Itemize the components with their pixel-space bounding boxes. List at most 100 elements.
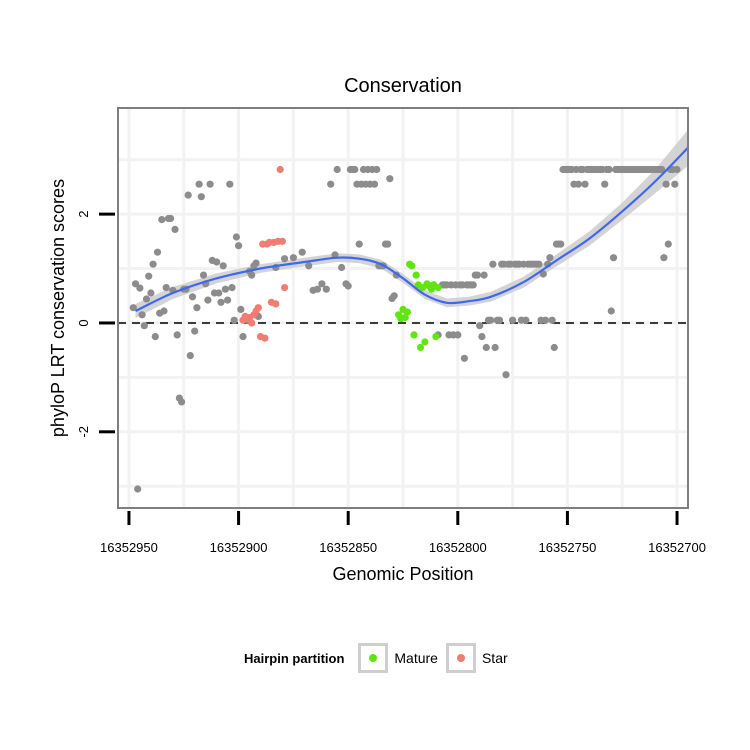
data-point-star: [278, 237, 286, 245]
data-point-other: [550, 343, 558, 352]
data-point-other: [298, 248, 306, 256]
y-tick-label: 2: [76, 210, 91, 217]
data-point-other: [522, 316, 530, 324]
data-point-other: [213, 258, 221, 266]
data-point-other: [171, 225, 179, 233]
data-point-other: [480, 271, 488, 279]
data-point-other: [239, 333, 247, 341]
data-point-other: [351, 165, 359, 174]
smooth-line-layer: [135, 146, 689, 312]
data-point-mature: [421, 338, 429, 346]
x-tick-label: 16352800: [429, 540, 487, 555]
data-point-mature: [416, 343, 425, 352]
data-point-other: [191, 327, 199, 335]
y-tick-label: 0: [76, 319, 91, 326]
data-point-other: [338, 263, 346, 272]
data-point-other: [305, 262, 313, 270]
legend-swatch-mature: [369, 654, 378, 662]
data-point-other: [482, 343, 490, 352]
data-point-other: [134, 485, 142, 493]
data-point-other: [138, 311, 146, 319]
data-point-other: [658, 165, 666, 174]
legend-label-star: Star: [481, 650, 508, 666]
legend-swatch-star: [456, 654, 465, 662]
data-point-other: [147, 289, 155, 297]
data-point-other: [541, 316, 550, 324]
data-point-other: [151, 333, 159, 341]
data-point-other: [149, 260, 157, 268]
data-point-other: [142, 295, 151, 303]
data-point-other: [217, 298, 225, 306]
data-point-other: [140, 322, 148, 330]
data-point-other: [204, 296, 212, 304]
data-point-other: [609, 254, 618, 262]
data-point-other: [197, 193, 205, 201]
data-point-other: [318, 280, 326, 288]
data-point-other: [230, 316, 238, 324]
data-point-other: [460, 354, 468, 362]
data-point-mature: [432, 333, 440, 341]
data-point-other: [252, 259, 260, 267]
x-tick-label: 16352700: [648, 540, 706, 555]
data-point-other: [495, 316, 504, 324]
data-point-mature: [403, 308, 411, 316]
data-points: [129, 165, 681, 493]
data-point-other: [235, 242, 243, 250]
data-point-other: [386, 175, 394, 183]
data-point-other: [193, 304, 201, 312]
data-point-star: [281, 284, 289, 292]
x-tick-label: 16352900: [210, 540, 268, 555]
data-point-other: [454, 331, 462, 339]
data-point-other: [237, 305, 245, 313]
data-point-other: [173, 331, 181, 339]
data-point-other: [601, 180, 609, 188]
data-point-other: [491, 343, 499, 352]
data-point-other: [574, 180, 583, 188]
data-point-other: [535, 260, 543, 268]
data-point-other: [344, 282, 352, 290]
data-point-other: [206, 180, 214, 188]
data-point-other: [184, 191, 192, 199]
x-tick-label: 16352750: [539, 540, 597, 555]
data-point-other: [333, 165, 341, 174]
data-point-other: [195, 180, 203, 188]
data-point-other: [660, 254, 668, 262]
data-point-star: [276, 165, 284, 174]
data-point-other: [476, 322, 484, 330]
data-point-other: [129, 304, 137, 312]
data-point-other: [469, 281, 477, 289]
data-point-other: [248, 271, 256, 279]
data-point-other: [153, 248, 162, 256]
data-point-other: [478, 333, 486, 341]
data-point-other: [557, 240, 565, 248]
data-point-star: [272, 300, 280, 308]
data-point-mature: [401, 313, 409, 322]
data-point-star: [261, 334, 269, 342]
data-point-other: [136, 284, 144, 292]
data-point-other: [160, 307, 168, 315]
x-tick-label: 16352850: [319, 540, 377, 555]
data-point-mature: [412, 271, 420, 279]
data-point-other: [473, 271, 482, 279]
data-point-star: [248, 319, 256, 327]
data-point-other: [355, 240, 363, 248]
data-point-other: [131, 280, 140, 288]
data-point-other: [186, 352, 194, 360]
data-point-other: [327, 180, 335, 188]
data-point-other: [188, 293, 197, 301]
legend-key-star: [445, 643, 476, 673]
data-point-other: [664, 240, 672, 248]
data-point-other: [384, 240, 392, 248]
data-point-other: [508, 316, 517, 324]
data-point-mature: [410, 331, 418, 339]
y-axis-label: phyloP LRT conservation scores: [48, 179, 68, 437]
data-point-other: [607, 307, 615, 315]
data-point-other: [281, 255, 289, 263]
chart-title: Conservation: [344, 75, 462, 97]
data-point-other: [215, 289, 223, 297]
data-point-other: [219, 262, 227, 270]
data-point-other: [289, 254, 297, 262]
data-point-other: [221, 285, 229, 293]
data-point-other: [539, 270, 547, 278]
